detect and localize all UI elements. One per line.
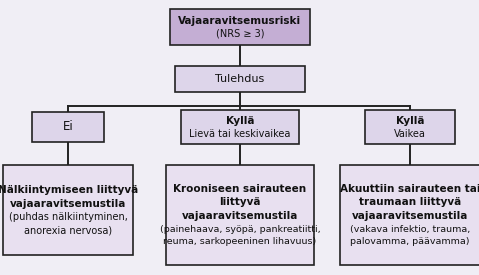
FancyBboxPatch shape xyxy=(365,110,455,144)
Text: Ei: Ei xyxy=(63,120,73,133)
Text: vajaaravitsemustila: vajaaravitsemustila xyxy=(352,211,468,221)
Text: Lievä tai keskivaikea: Lievä tai keskivaikea xyxy=(189,129,291,139)
Text: Akuuttiin sairauteen tai: Akuuttiin sairauteen tai xyxy=(340,184,479,194)
Text: (puhdas nälkiintyminen,: (puhdas nälkiintyminen, xyxy=(9,212,127,222)
FancyBboxPatch shape xyxy=(166,165,314,265)
Text: Nälkiintymiseen liittyvä: Nälkiintymiseen liittyvä xyxy=(0,185,138,195)
Text: reuma, sarkopeeninen lihavuus): reuma, sarkopeeninen lihavuus) xyxy=(163,237,317,246)
Text: (NRS ≥ 3): (NRS ≥ 3) xyxy=(216,29,264,39)
Text: vajaaravitsemustila: vajaaravitsemustila xyxy=(10,199,126,209)
Text: palovamma, päävamma): palovamma, päävamma) xyxy=(350,237,470,246)
FancyBboxPatch shape xyxy=(170,9,310,45)
Text: Vajaaravitsemusriski: Vajaaravitsemusriski xyxy=(179,16,302,26)
Text: Kyllä: Kyllä xyxy=(226,116,254,126)
Text: Krooniseen sairauteen: Krooniseen sairauteen xyxy=(173,184,307,194)
Text: liittyvä: liittyvä xyxy=(219,197,261,207)
FancyBboxPatch shape xyxy=(340,165,479,265)
FancyBboxPatch shape xyxy=(181,110,299,144)
Text: (vakava infektio, trauma,: (vakava infektio, trauma, xyxy=(350,225,470,234)
FancyBboxPatch shape xyxy=(32,112,104,142)
Text: Vaikea: Vaikea xyxy=(394,129,426,139)
Text: vajaaravitsemustila: vajaaravitsemustila xyxy=(182,211,298,221)
Text: Kyllä: Kyllä xyxy=(396,116,424,126)
Text: traumaan liittyvä: traumaan liittyvä xyxy=(359,197,461,207)
Text: (painehaava, syöpä, pankreatiitti,: (painehaava, syöpä, pankreatiitti, xyxy=(160,225,320,234)
FancyBboxPatch shape xyxy=(175,66,305,92)
Text: anorexia nervosa): anorexia nervosa) xyxy=(24,225,112,235)
FancyBboxPatch shape xyxy=(3,165,133,255)
Text: Tulehdus: Tulehdus xyxy=(216,74,264,84)
